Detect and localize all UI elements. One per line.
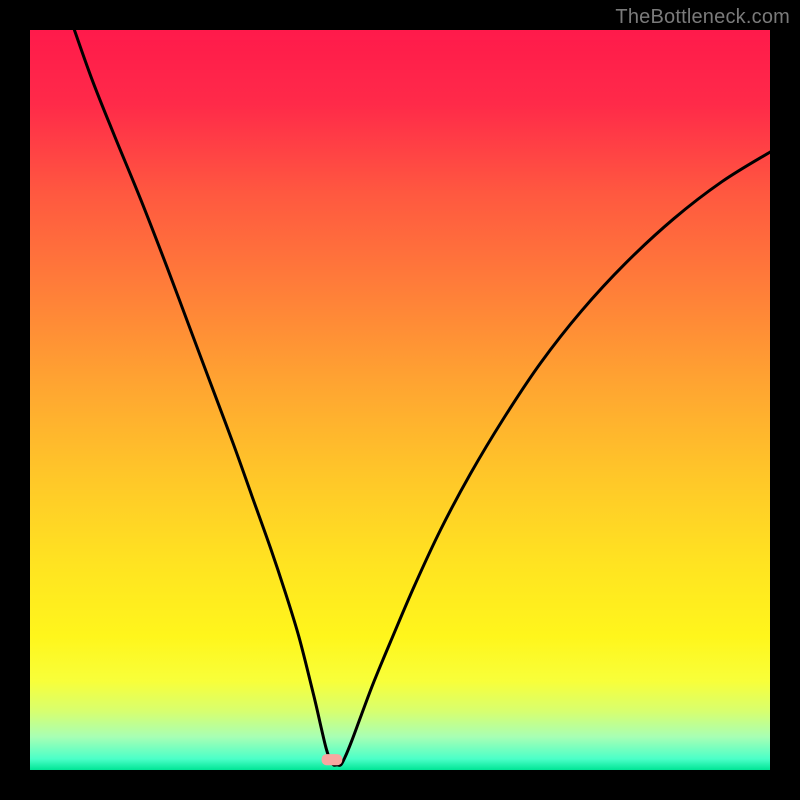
chart-background-gradient: [30, 30, 770, 770]
optimal-point-marker: [322, 754, 343, 765]
watermark-text: TheBottleneck.com: [615, 6, 790, 29]
chart-container: TheBottleneck.com: [0, 0, 800, 800]
bottleneck-curve-chart: [0, 0, 800, 800]
